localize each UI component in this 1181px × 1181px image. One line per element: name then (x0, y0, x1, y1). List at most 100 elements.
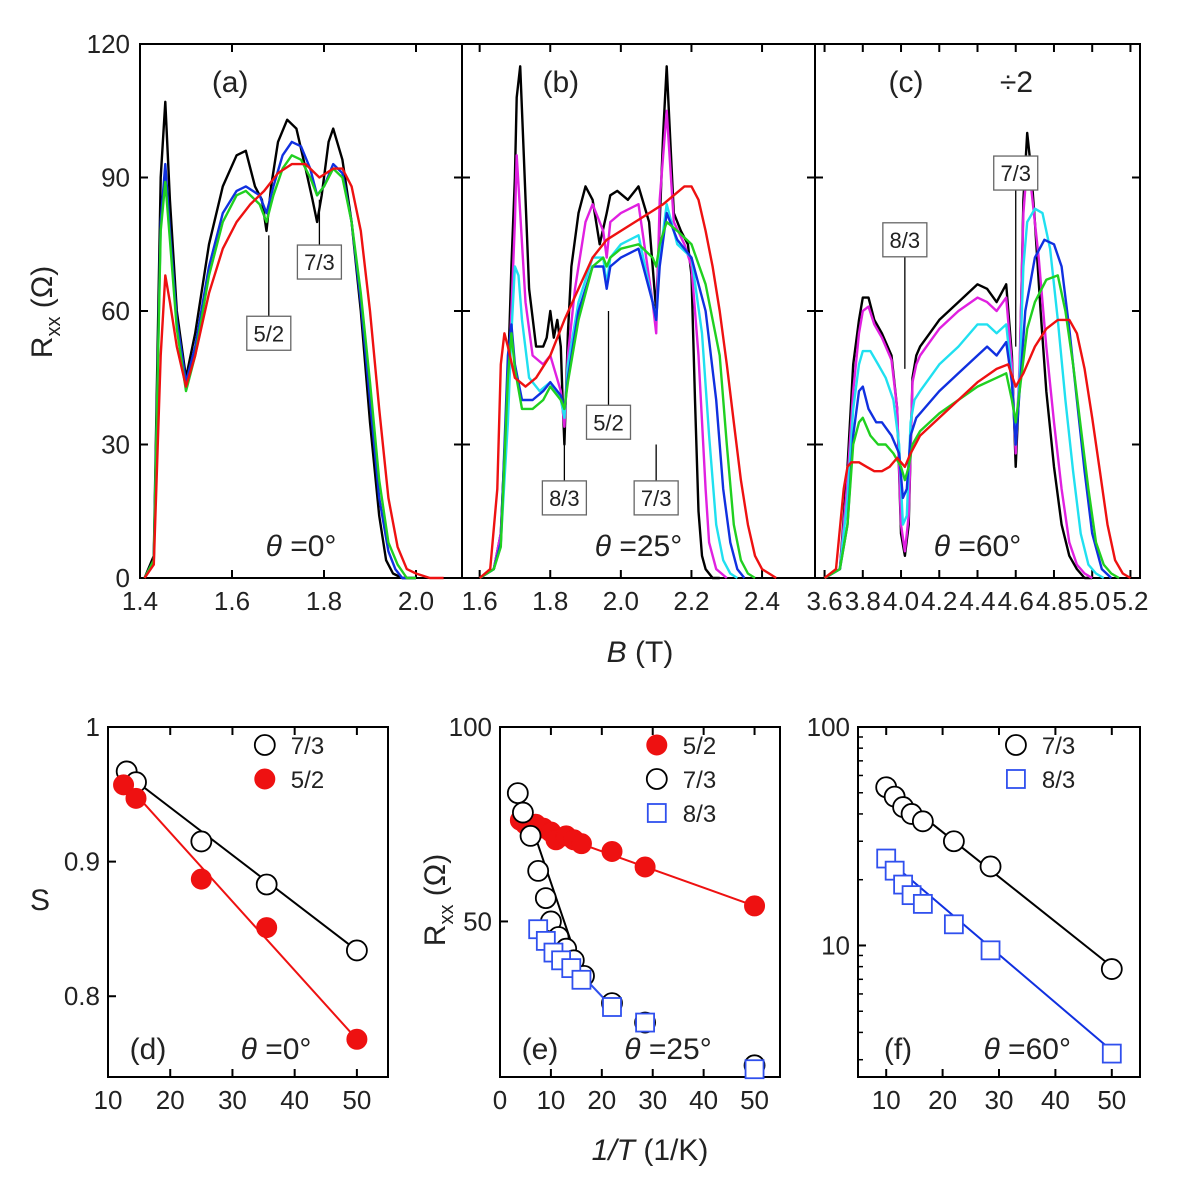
y-tick-label: 1 (86, 712, 100, 742)
data-point-7-3 (345, 939, 368, 962)
annotation-box (993, 155, 1039, 191)
x-tick-label: 10 (872, 1085, 901, 1115)
data-point-7-3 (527, 859, 550, 882)
legend-marker (253, 734, 276, 756)
x-tick-label: 50 (342, 1085, 371, 1115)
data-point-5-2 (634, 856, 656, 878)
panel-e-y-axis-label: Rxx (Ω) (419, 854, 458, 946)
y-tick-label: 120 (87, 29, 130, 59)
x-tick-label: 40 (280, 1085, 309, 1115)
x-tick-label: 40 (689, 1085, 718, 1115)
annotation-box (541, 480, 588, 516)
x-tick-label: 1.8 (532, 586, 568, 616)
legend-marker (645, 768, 668, 790)
annotation-box (882, 222, 928, 258)
data-point-7-3 (911, 810, 934, 833)
series-line-red (143, 162, 444, 580)
legend-label: 8/3 (1042, 767, 1075, 794)
x-tick-label: 50 (1097, 1085, 1126, 1115)
x-tick-label: 10 (94, 1085, 123, 1115)
data-point-7-3 (519, 824, 542, 847)
data-point-8-3 (980, 940, 1001, 961)
data-point-7-3 (506, 782, 529, 805)
data-point-7-3 (942, 830, 965, 853)
top-x-axis-label: B (T) (607, 636, 674, 669)
legend-marker (646, 734, 668, 756)
x-tick-label: 5.2 (1112, 586, 1148, 616)
panel-label-b: (b) (543, 66, 580, 99)
theta-label-d: θ =0° (241, 1033, 312, 1066)
series-line-black (479, 65, 720, 580)
theta-label-b: θ =25° (595, 530, 683, 563)
data-point-7-3 (979, 855, 1002, 878)
y-tick-label: 100 (449, 712, 492, 742)
data-point-8-3 (1101, 1043, 1122, 1064)
x-tick-label: 1.8 (306, 586, 342, 616)
legend-label: 7/3 (683, 767, 716, 794)
data-point-8-3 (744, 1059, 765, 1080)
theta-label-f: θ =60° (983, 1033, 1071, 1066)
x-tick-label: 4.0 (883, 586, 919, 616)
data-point-5-2 (125, 787, 147, 809)
legend-marker (1005, 734, 1027, 756)
series-line-blue (823, 238, 1113, 580)
data-point-5-2 (744, 895, 766, 917)
annotation-label: 7/3 (1000, 161, 1031, 186)
legend-label: 7/3 (291, 733, 324, 760)
y-tick-label: 0 (116, 563, 130, 593)
series-line-green (823, 274, 1120, 580)
x-tick-label: 50 (740, 1085, 769, 1115)
x-tick-label: 4.2 (921, 586, 957, 616)
series-line-cyan (823, 207, 1105, 580)
x-tick-label: 1.6 (214, 586, 250, 616)
y-tick-label: 100 (807, 712, 850, 742)
legend-marker (254, 768, 276, 790)
data-point-7-3 (1100, 958, 1123, 980)
annotation-label: 8/3 (890, 228, 921, 253)
data-point-5-2 (601, 840, 623, 862)
data-point-5-2 (113, 774, 135, 796)
x-tick-label: 4.8 (1036, 586, 1072, 616)
x-tick-label: 20 (587, 1085, 616, 1115)
annotation-box (246, 315, 292, 351)
x-tick-label: 2.4 (744, 586, 780, 616)
x-tick-label: 2.2 (673, 586, 709, 616)
series-line-red (478, 185, 777, 580)
x-tick-label: 3.8 (845, 586, 881, 616)
series-line-red (823, 318, 1132, 580)
data-point-5-2 (570, 833, 592, 855)
legend-marker (1006, 769, 1026, 789)
data-point-7-3 (255, 873, 278, 896)
data-point-8-3 (943, 914, 964, 935)
data-point-5-2 (346, 1028, 368, 1050)
series-line-magenta (823, 162, 1093, 580)
y-tick-label: 50 (463, 906, 492, 936)
panel-a-frame (139, 43, 463, 579)
y-tick-label: 10 (821, 930, 850, 960)
panel-label-f: (f) (884, 1033, 912, 1066)
x-tick-label: 30 (985, 1085, 1014, 1115)
panel-label-d: (d) (130, 1033, 167, 1066)
x-tick-label: 1.4 (122, 586, 158, 616)
annotation-label: 5/2 (254, 321, 285, 346)
data-point-7-3 (512, 801, 534, 824)
x-tick-label: 0 (493, 1085, 507, 1115)
panel-d-frame (107, 726, 389, 1078)
annotation-box (633, 480, 679, 516)
bottom-x-axis-label: 1/T (1/K) (592, 1134, 709, 1167)
annotation-label: 8/3 (549, 486, 580, 511)
x-tick-label: 30 (638, 1085, 667, 1115)
legend-label: 5/2 (683, 733, 716, 760)
data-point-5-2 (190, 868, 212, 890)
panel-label-a: (a) (212, 66, 249, 99)
series-line-green (479, 220, 756, 580)
top-y-axis-label: Rxx (Ω) (26, 266, 65, 358)
x-tick-label: 2.0 (603, 586, 639, 616)
legend-marker (646, 803, 667, 823)
theta-label-c: θ =60° (934, 530, 1022, 563)
data-point-7-3 (190, 830, 213, 853)
x-tick-label: 20 (928, 1085, 957, 1115)
theta-label-a: θ =0° (266, 530, 337, 563)
annotation-box (296, 244, 343, 280)
